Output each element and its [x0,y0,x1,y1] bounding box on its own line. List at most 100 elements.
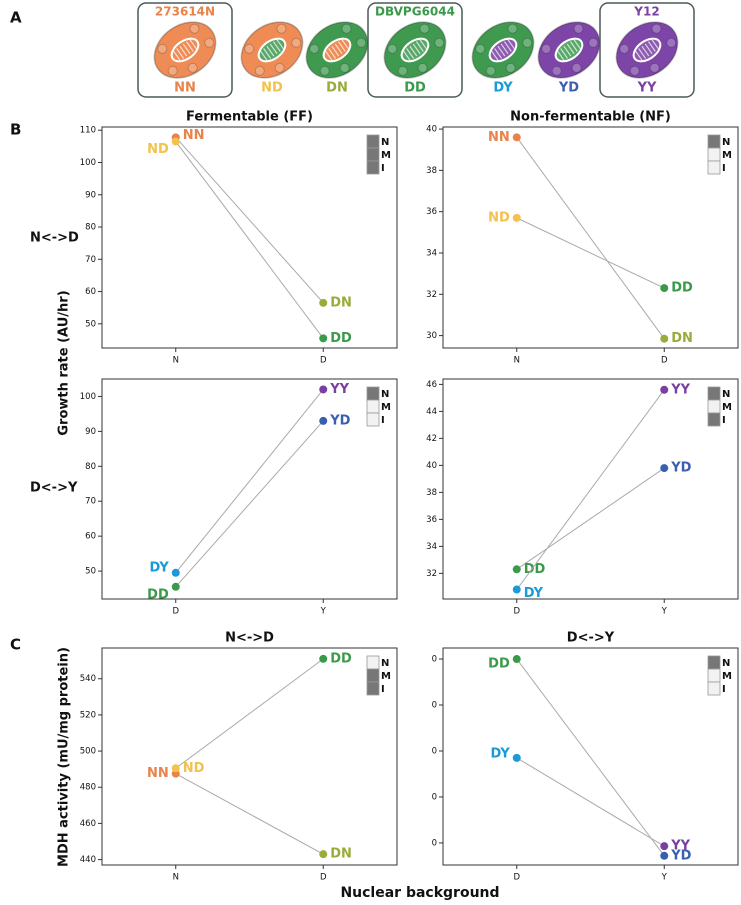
key-box [366,681,380,696]
y-tick-label: 70 [85,497,96,507]
y-tick-label: 440 [80,855,96,865]
key-label: M [722,150,732,161]
point-label: NN [147,766,169,781]
y-tick-label: 38 [426,166,437,176]
vacuole [167,65,178,76]
connector-line [516,658,665,857]
y-tick-label: 480 [80,783,96,793]
y-tick-label: 80 [85,462,96,472]
crista [566,43,575,55]
vacuole [541,43,552,54]
crista [419,39,428,50]
key-label: M [381,402,391,413]
connector-line [175,141,324,339]
plot-frame [101,126,398,349]
plot-frame [101,647,398,866]
point [512,213,521,222]
strain-label: DN [326,81,348,96]
vacuole [522,37,533,48]
point [171,582,180,591]
point [319,334,328,343]
mitochondrion [554,37,584,63]
y-tick-label: 0 [432,746,437,756]
point-label: DD [330,651,352,666]
crista [185,41,194,52]
y-tick-label: 30 [426,331,437,341]
y-tick-label: 80 [85,223,96,233]
y-tick-label: 38 [426,488,437,498]
vacuole [649,62,660,73]
key-box [366,134,380,149]
point-label: ND [183,761,205,776]
row-label: N<->D [30,231,79,246]
vacuole [341,23,352,34]
x-tick-label: D [320,873,327,883]
crista [266,45,275,57]
panel-letter: C [10,636,21,654]
crista [337,41,346,52]
point-label: DD [671,281,693,296]
vacuole [573,23,584,34]
y-tick-label: 40 [426,125,437,135]
plot-frame [442,647,739,866]
point [660,385,669,394]
strain-label: DD [404,81,426,96]
strain-name: 273614N [155,5,215,19]
connector-line [516,217,665,289]
y-tick-label: 44 [426,407,437,417]
x-tick-label: N [514,356,520,366]
cell [615,21,679,79]
crista [263,48,272,59]
vacuole [387,43,398,54]
vacuole [157,43,168,54]
vacuole [291,37,302,48]
chart-title: Non-fermentable (NF) [510,110,671,125]
y-tick-label: 520 [80,710,96,720]
point [171,137,180,146]
x-tick-label: D [513,607,520,617]
key-box [707,134,721,149]
y-tick-label: 46 [426,380,437,390]
crista [179,45,188,57]
strain-box [137,2,233,98]
y-tick-label: 42 [426,434,437,444]
crista [647,41,656,52]
crista [189,39,198,50]
x-tick-label: N [173,873,179,883]
key-box [366,655,380,670]
y-tick-label: 0 [432,838,437,848]
key-label: N [722,658,730,669]
point-label: YD [670,848,691,863]
key-box [707,668,721,683]
point [319,385,328,394]
cell [240,21,304,79]
cell [471,21,535,79]
mitochondrion [632,37,662,63]
y-tick-label: 500 [80,747,96,757]
key-box [366,412,380,427]
vacuole [244,43,255,54]
point-label: DD [524,562,546,577]
key-box [366,160,380,175]
chart-title: D<->Y [567,631,615,646]
key-box [366,399,380,414]
point-label: DY [490,746,510,761]
vacuole [309,43,320,54]
mitochondrion [400,37,430,63]
key-label: N [381,658,389,669]
crista [560,48,569,59]
crista [556,50,565,61]
connector-line [516,467,665,570]
key-label: I [722,684,726,695]
x-tick-label: Y [661,873,668,883]
y-tick-label: 90 [85,190,96,200]
connector-line [516,757,665,847]
x-tick-label: D [513,873,520,883]
point-label: DN [330,295,352,310]
crista [402,50,411,61]
y-tick-label: 36 [426,207,437,217]
point-label: DD [488,657,510,672]
point-label: DD [147,587,169,602]
vacuole [204,37,215,48]
chart-title: Fermentable (FF) [186,110,313,125]
